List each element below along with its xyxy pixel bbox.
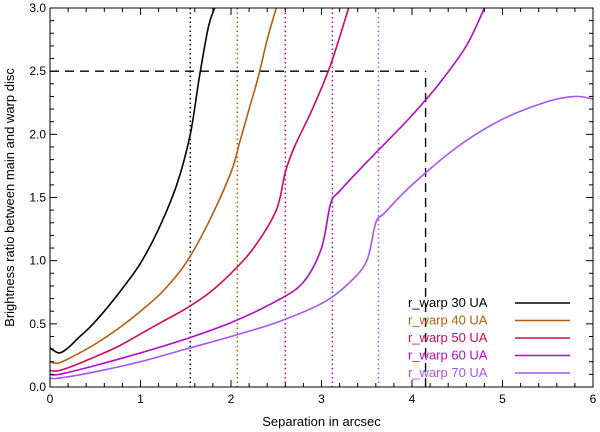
series-lines bbox=[50, 8, 593, 380]
y-tick-label: 2.0 bbox=[29, 127, 46, 141]
series-line-r-warp-30-ua bbox=[50, 8, 216, 354]
plot-frame bbox=[49, 7, 594, 388]
y-tick-label: 3.0 bbox=[29, 1, 46, 15]
y-tick-label: 0.0 bbox=[29, 380, 46, 394]
x-tick-label: 0 bbox=[47, 392, 54, 406]
series-line-r-warp-40-ua bbox=[50, 8, 278, 365]
legend-label: r_warp 30 UA bbox=[408, 295, 488, 310]
x-tick-label: 3 bbox=[318, 392, 325, 406]
y-tick-label: 2.5 bbox=[29, 64, 46, 78]
series-line-r-warp-60-ua bbox=[50, 8, 486, 376]
x-tick-label: 2 bbox=[228, 392, 235, 406]
x-axis-title: Separation in arcsec bbox=[262, 414, 381, 429]
series-line-r-warp-70-ua bbox=[50, 95, 593, 380]
legend-entry: r_warp 40 UA bbox=[408, 313, 570, 328]
legend: r_warp 30 UA r_warp 40 UA r_warp 50 UA r_wa… bbox=[408, 295, 570, 380]
legend-entry: r_warp 50 UA bbox=[408, 330, 570, 345]
legend-entry: r_warp 60 UA bbox=[408, 348, 570, 363]
y-tick-label: 0.5 bbox=[29, 317, 46, 331]
legend-label: r_warp 70 UA bbox=[408, 365, 488, 380]
legend-label: r_warp 60 UA bbox=[408, 348, 488, 363]
y-tick-label: 1.5 bbox=[29, 191, 46, 205]
legend-label: r_warp 50 UA bbox=[408, 330, 488, 345]
guide-lines bbox=[50, 8, 427, 387]
legend-label: r_warp 40 UA bbox=[408, 313, 488, 328]
y-axis-title: Brightness ratio between main and warp d… bbox=[2, 68, 17, 327]
y-tick-label: 1.0 bbox=[29, 254, 46, 268]
series-line-r-warp-50-ua bbox=[50, 8, 350, 372]
x-tick-label: 6 bbox=[590, 392, 597, 406]
legend-entry: r_warp 30 UA bbox=[408, 295, 570, 310]
axis-ticks bbox=[49, 7, 594, 388]
x-tick-label: 4 bbox=[409, 392, 416, 406]
legend-entry: r_warp 70 UA bbox=[408, 365, 570, 380]
x-tick-label: 1 bbox=[137, 392, 144, 406]
x-tick-label: 5 bbox=[499, 392, 506, 406]
axis-tick-labels: 0 1 2 3 4 5 6 0.0 0.5 1.0 1.5 2.0 2.5 3.0 bbox=[29, 1, 596, 406]
